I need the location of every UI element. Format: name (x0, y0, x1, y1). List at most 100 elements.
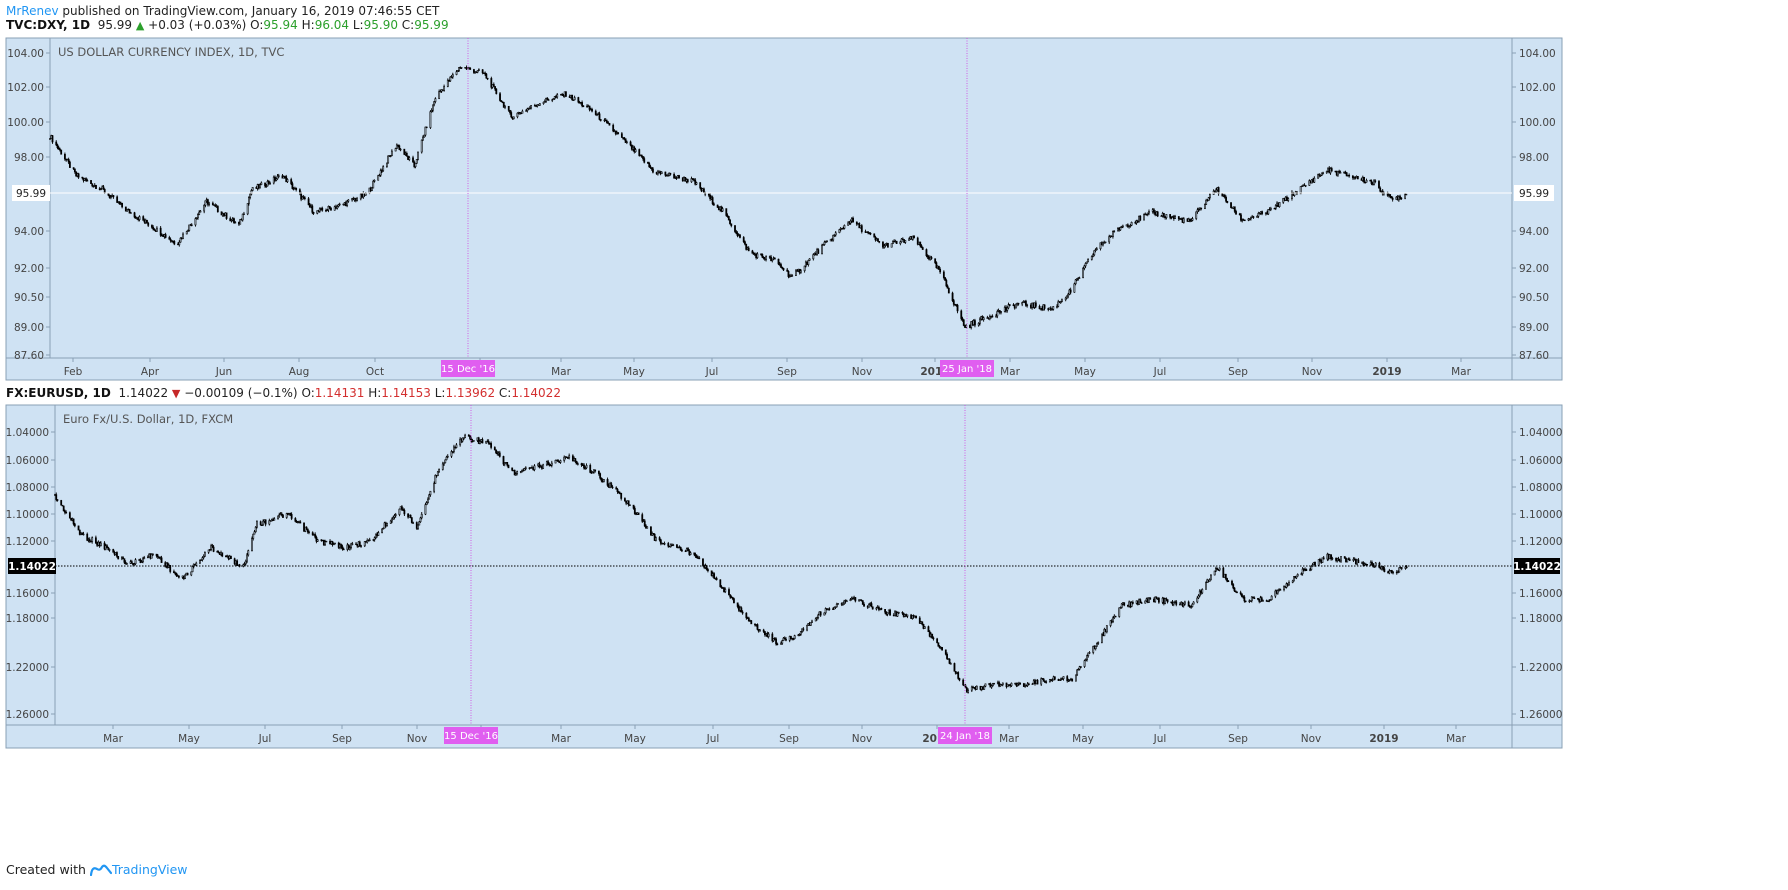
dxy-candle-body (1160, 215, 1163, 217)
eurusd-candle-body (55, 494, 58, 500)
eurusd-candle-body (616, 488, 619, 492)
dxy-candle-body (1034, 302, 1037, 307)
eurusd-candle-body (316, 539, 319, 542)
dxy-candle-body (1257, 212, 1260, 217)
eurusd-candle-body (191, 566, 194, 573)
dxy-candle-body (194, 218, 197, 226)
dxy-candle-body (581, 102, 583, 107)
dxy-candle-body (1006, 307, 1009, 311)
eurusd-candle-body (1071, 678, 1074, 682)
eurusd-time-label: Jul (706, 733, 720, 745)
dxy-candle-body (573, 97, 576, 101)
dxy-candle-body (945, 280, 948, 287)
eurusd-candle-body (967, 689, 970, 693)
dxy-candle-body (1217, 187, 1220, 194)
eurusd-candle-body (1210, 574, 1212, 581)
author-link[interactable]: MrRenev (6, 4, 59, 18)
dxy-candle-body (179, 237, 182, 243)
dxy-candle-body (1099, 242, 1102, 250)
dxy-candle-body (1391, 197, 1394, 200)
dxy-candle-body (666, 175, 669, 177)
dxy-candle-body (326, 209, 329, 212)
tradingview-link[interactable]: TradingView (111, 862, 188, 877)
dxy-candle-body (1104, 241, 1107, 244)
dxy-candle-body (507, 105, 510, 111)
dxy-candle-body (1363, 176, 1365, 183)
dxy-time-label: May (623, 366, 645, 378)
eurusd-left-price-label: 1.10000 (6, 509, 49, 521)
eurusd-candle-body (1383, 568, 1386, 573)
dxy-candle-body (85, 178, 87, 181)
dxy-candle-body (617, 132, 620, 134)
eurusd-candle-body (419, 517, 422, 523)
dxy-candle-body (538, 103, 541, 106)
eurusd-candle-body (1164, 598, 1166, 604)
eurusd-candle-body (200, 559, 203, 561)
dxy-candle-body (673, 174, 675, 179)
eurusd-symbol[interactable]: FX:EURUSD, 1D (6, 386, 111, 400)
eurusd-candle-body (547, 461, 550, 465)
eurusd-candle-body (559, 460, 562, 463)
eurusd-candle-body (880, 607, 883, 610)
dxy-candle-body (60, 149, 63, 155)
eurusd-right-price-label: 1.08000 (1519, 482, 1562, 494)
dxy-candle-body (446, 79, 449, 87)
eurusd-candle-body (498, 452, 501, 457)
eurusd-candle-body (583, 464, 585, 469)
eurusd-candle-body (733, 598, 735, 604)
dxy-last-price-badge-left (12, 185, 50, 201)
eurusd-candle-body (672, 544, 675, 546)
dxy-candle-body (623, 137, 626, 140)
dxy-candle-body (1156, 211, 1159, 217)
dxy-candle-body (90, 180, 92, 185)
dxy-candle-body (747, 247, 750, 252)
eurusd-candle-body (584, 467, 587, 469)
dxy-time-label: Mar (551, 366, 571, 378)
dxy-candle-body (185, 231, 188, 235)
dxy-candle-body (716, 204, 719, 208)
eurusd-candle-body (983, 685, 986, 690)
dxy-candle-body (925, 249, 928, 257)
dxy-candle-body (786, 269, 789, 272)
eurusd-candle-body (1130, 602, 1133, 607)
eurusd-candle-body (1123, 602, 1126, 606)
eurusd-candle-body (210, 545, 213, 550)
eurusd-candle-body (1392, 571, 1394, 574)
eurusd-candle-body (1197, 595, 1200, 599)
eurusd-candle-body (1010, 682, 1013, 687)
dxy-candle-body (937, 265, 940, 270)
dxy-candle-body (481, 69, 484, 74)
eurusd-candle-body (1154, 596, 1157, 603)
dxy-candle-body (510, 112, 513, 118)
eurusd-candle-body (446, 455, 449, 458)
chart-canvas[interactable]: US DOLLAR CURRENCY INDEX, 1D, TVC 104.00 1… (0, 0, 1788, 858)
eurusd-candle-body (490, 443, 493, 448)
eurusd-candle-body (594, 469, 597, 472)
dxy-candle-body (946, 285, 949, 289)
footer: Created with TradingView (6, 862, 187, 877)
eurusd-crosshair-date-label: 24 Jan '18 (940, 731, 990, 742)
eurusd-candle-body (410, 517, 413, 523)
eurusd-candle-body (99, 542, 102, 547)
dxy-candle-body (199, 210, 202, 213)
dxy-crosshair-date-badge (441, 360, 495, 377)
eurusd-candle-body (470, 438, 473, 442)
dxy-candle-body (1404, 194, 1406, 199)
dxy-candle-body (878, 241, 881, 243)
eurusd-candle-body (401, 506, 403, 510)
dxy-symbol[interactable]: TVC:DXY, 1D (6, 18, 91, 32)
eurusd-candle-body (1310, 566, 1313, 570)
eurusd-candle-body (1182, 603, 1185, 607)
dxy-candle-body (1325, 171, 1328, 174)
dxy-candle-body (1364, 181, 1367, 184)
eurusd-candle-body (610, 483, 613, 488)
eurusd-candle-body (259, 521, 262, 526)
dxy-candle-body (1374, 180, 1377, 182)
eurusd-candle-body (886, 612, 889, 615)
dxy-last-price-label-left: 95.99 (16, 188, 46, 200)
dxy-candle-body (312, 212, 315, 214)
dxy-candle-body (250, 190, 253, 195)
dxy-candle-body (1215, 189, 1218, 193)
dxy-candle-body (356, 198, 358, 201)
dxy-candle-body (707, 193, 710, 196)
